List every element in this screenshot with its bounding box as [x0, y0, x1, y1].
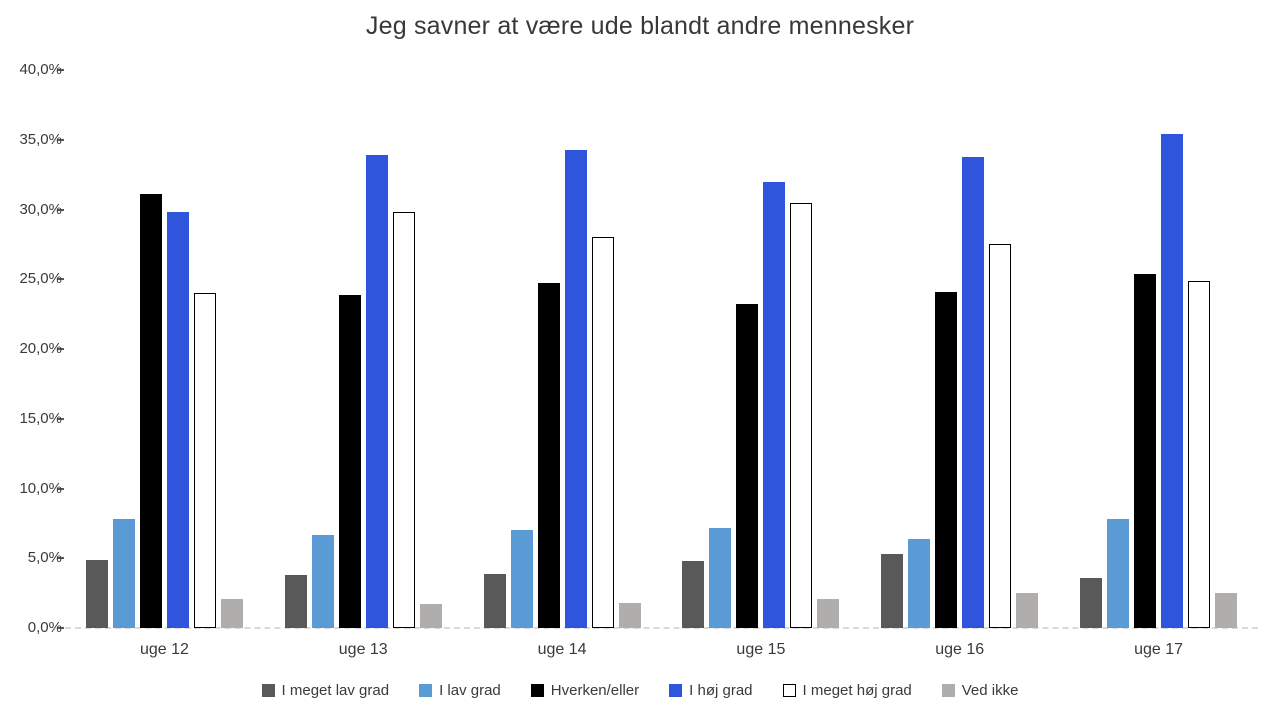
bar-ved-ikke: [419, 604, 442, 628]
bar-hverken-eller: [139, 194, 162, 628]
bar-i-lav-grad: [311, 534, 334, 628]
y-axis-tick: [57, 487, 64, 490]
legend-label: I meget høj grad: [802, 682, 912, 699]
x-axis-label: uge 14: [537, 641, 587, 658]
bar-i-meget-høj-grad: [1188, 280, 1211, 628]
legend-label: Ved ikke: [961, 682, 1019, 699]
legend-label: Hverken/eller: [550, 682, 640, 699]
legend-label: I høj grad: [689, 682, 753, 699]
bar-i-høj-grad: [1161, 134, 1184, 628]
y-axis-label: 10,0%: [19, 479, 62, 497]
bar-i-meget-lav-grad: [682, 561, 705, 628]
bar-group-uge-13: [264, 70, 463, 628]
bar-ved-ikke: [817, 598, 840, 628]
x-axis-label: uge 17: [1134, 641, 1184, 658]
legend-label: I meget lav grad: [281, 682, 390, 699]
legend-item: Ved ikke: [941, 682, 1019, 699]
y-axis-label: 25,0%: [19, 270, 62, 288]
bar-hverken-eller: [935, 291, 958, 628]
x-axis-label: uge 15: [736, 641, 786, 658]
bar-i-høj-grad: [564, 149, 587, 628]
bar-group-uge-12: [65, 70, 264, 628]
bar-i-høj-grad: [763, 181, 786, 628]
legend-swatch-icon: [530, 684, 544, 697]
bar-groups: [65, 70, 1258, 628]
bar-i-meget-høj-grad: [790, 202, 813, 628]
bar-i-meget-høj-grad: [989, 244, 1012, 628]
bar-i-meget-lav-grad: [1080, 577, 1103, 628]
x-axis-line: [65, 627, 1258, 629]
y-axis-tick: [57, 278, 64, 281]
bar-i-lav-grad: [112, 519, 135, 628]
bar-group-uge-17: [1059, 70, 1258, 628]
x-axis-labels: uge 12 uge 13 uge 14 uge 15 uge 16 uge 17: [65, 641, 1258, 659]
legend-swatch-icon: [669, 684, 683, 697]
x-axis-label: uge 13: [338, 641, 388, 658]
y-axis-label: 40,0%: [19, 61, 62, 78]
bar-i-lav-grad: [709, 527, 732, 628]
bar-i-lav-grad: [1107, 519, 1130, 628]
y-axis-label: 20,0%: [19, 340, 62, 357]
y-axis-label: 35,0%: [19, 130, 62, 148]
y-axis-tick: [57, 557, 64, 560]
bar-i-meget-høj-grad: [193, 293, 216, 628]
bar-i-meget-lav-grad: [881, 554, 904, 628]
y-axis-label: 30,0%: [19, 200, 62, 218]
y-axis-label: 0,0%: [27, 619, 62, 636]
legend-swatch-icon: [941, 684, 955, 697]
y-axis-tick: [57, 69, 64, 71]
y-axis-label: 5,0%: [27, 549, 62, 567]
bar-i-lav-grad: [510, 530, 533, 628]
bar-ved-ikke: [220, 598, 243, 628]
legend-item: I meget høj grad: [782, 682, 912, 699]
bar-hverken-eller: [537, 283, 560, 628]
chart-title: Jeg savner at være ude blandt andre menn…: [365, 12, 915, 40]
bar-i-meget-høj-grad: [392, 212, 415, 628]
bar-i-meget-lav-grad: [483, 573, 506, 628]
x-axis-label: uge 12: [139, 641, 189, 658]
y-axis-tick: [57, 348, 64, 350]
bar-hverken-eller: [338, 294, 361, 628]
y-axis-tick: [57, 627, 64, 629]
bar-group-uge-16: [860, 70, 1059, 628]
y-axis-tick: [57, 417, 64, 420]
bar-group-uge-15: [661, 70, 860, 628]
y-axis-label: 15,0%: [19, 409, 62, 427]
y-axis-tick: [57, 138, 64, 141]
bar-i-meget-lav-grad: [85, 559, 108, 628]
plot-area: [57, 69, 1258, 629]
bar-i-høj-grad: [166, 212, 189, 628]
bar-i-meget-høj-grad: [591, 237, 614, 628]
bar-i-lav-grad: [908, 538, 931, 628]
legend-swatch-icon: [419, 684, 433, 697]
legend-label: I lav grad: [439, 682, 501, 699]
y-axis-tick: [57, 208, 64, 211]
bar-i-høj-grad: [365, 155, 388, 628]
legend-swatch-icon: [782, 684, 796, 697]
legend-swatch-icon: [261, 684, 275, 697]
x-axis-label: uge 16: [935, 641, 985, 658]
bar-ved-ikke: [1215, 593, 1238, 628]
legend-item: I lav grad: [419, 682, 501, 699]
bar-hverken-eller: [1134, 273, 1157, 628]
legend-item: I meget lav grad: [261, 682, 390, 699]
bar-i-høj-grad: [962, 156, 985, 628]
legend-item: Hverken/eller: [530, 682, 640, 699]
bar-hverken-eller: [736, 304, 759, 628]
bar-ved-ikke: [1016, 593, 1039, 628]
legend-item: I høj grad: [669, 682, 753, 699]
bar-i-meget-lav-grad: [284, 575, 307, 628]
legend: I meget lav grad I lav grad Hverken/eller I…: [0, 682, 1280, 699]
bar-ved-ikke: [618, 602, 641, 628]
bar-group-uge-14: [463, 70, 662, 628]
